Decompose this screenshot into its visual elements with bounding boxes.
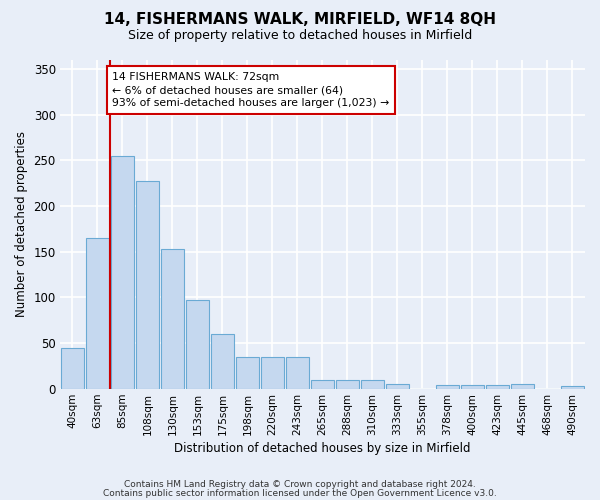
Bar bbox=[361, 380, 384, 389]
Bar bbox=[236, 357, 259, 389]
Text: Contains public sector information licensed under the Open Government Licence v3: Contains public sector information licen… bbox=[103, 490, 497, 498]
Bar bbox=[561, 386, 584, 389]
Bar bbox=[86, 238, 109, 389]
Bar bbox=[311, 380, 334, 389]
Text: 14 FISHERMANS WALK: 72sqm
← 6% of detached houses are smaller (64)
93% of semi-d: 14 FISHERMANS WALK: 72sqm ← 6% of detach… bbox=[112, 72, 390, 108]
Bar bbox=[486, 385, 509, 389]
Y-axis label: Number of detached properties: Number of detached properties bbox=[15, 132, 28, 318]
Bar bbox=[61, 348, 84, 389]
Bar bbox=[211, 334, 234, 389]
Text: 14, FISHERMANS WALK, MIRFIELD, WF14 8QH: 14, FISHERMANS WALK, MIRFIELD, WF14 8QH bbox=[104, 12, 496, 28]
Text: Contains HM Land Registry data © Crown copyright and database right 2024.: Contains HM Land Registry data © Crown c… bbox=[124, 480, 476, 489]
X-axis label: Distribution of detached houses by size in Mirfield: Distribution of detached houses by size … bbox=[174, 442, 471, 455]
Bar bbox=[436, 385, 459, 389]
Bar bbox=[136, 180, 159, 389]
Bar bbox=[186, 300, 209, 389]
Bar bbox=[111, 156, 134, 389]
Text: Size of property relative to detached houses in Mirfield: Size of property relative to detached ho… bbox=[128, 29, 472, 42]
Bar bbox=[161, 249, 184, 389]
Bar bbox=[261, 357, 284, 389]
Bar bbox=[511, 384, 534, 389]
Bar bbox=[286, 357, 309, 389]
Bar bbox=[336, 380, 359, 389]
Bar bbox=[386, 384, 409, 389]
Bar bbox=[461, 385, 484, 389]
